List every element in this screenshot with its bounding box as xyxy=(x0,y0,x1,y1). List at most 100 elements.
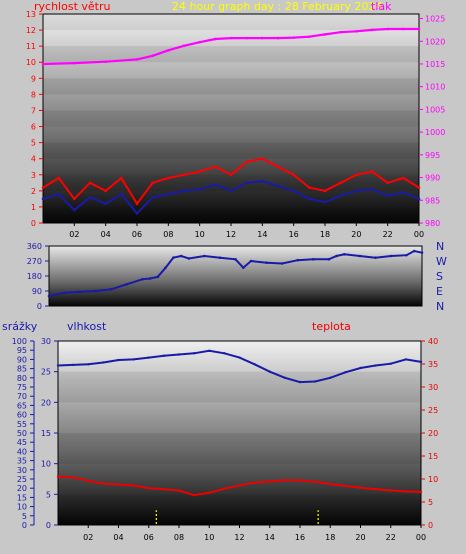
data-point-direction xyxy=(420,251,424,254)
grid-band xyxy=(43,142,419,159)
data-point-teplota xyxy=(238,484,241,487)
tick-label: 1010 xyxy=(425,83,445,92)
tick-label: 1025 xyxy=(425,15,445,24)
data-point-wind xyxy=(229,189,233,193)
temp-humidity-series xyxy=(56,349,423,524)
data-point-vlhkost xyxy=(132,358,135,361)
tick-label: 30 xyxy=(17,466,27,475)
data-point-wind xyxy=(120,192,123,196)
data-point-teplota xyxy=(329,482,332,486)
tick-label: 04 xyxy=(113,533,123,542)
data-point-direction xyxy=(389,254,393,258)
data-point-teplota xyxy=(56,475,60,478)
data-point-teplota xyxy=(177,489,181,492)
data-point-tlak xyxy=(386,27,389,31)
data-point-wind xyxy=(135,212,139,215)
data-point-direction xyxy=(412,249,416,253)
tick-label: 40 xyxy=(17,447,27,456)
data-point-vlhkost xyxy=(238,356,241,359)
tick-label: 30 xyxy=(428,383,438,392)
wind-direction-plot-area xyxy=(48,245,423,307)
data-point-direction xyxy=(179,254,183,258)
wind-direction-series xyxy=(47,249,424,298)
data-point-direction xyxy=(327,258,331,261)
data-point-direction xyxy=(125,283,129,286)
data-point-teplota xyxy=(87,479,90,483)
data-point-wind xyxy=(323,200,327,204)
data-point-direction xyxy=(148,277,152,280)
tick-label: 00 xyxy=(414,230,424,239)
data-point-wind xyxy=(370,187,374,191)
data-point-gust xyxy=(151,181,154,185)
data-point-tlak xyxy=(41,62,45,66)
data-point-vlhkost xyxy=(329,376,332,379)
grid-band xyxy=(58,494,421,525)
precipitation-axis-label: srážky xyxy=(2,320,38,333)
data-point-direction xyxy=(78,290,82,294)
data-point-tlak xyxy=(151,54,154,58)
data-point-gust xyxy=(417,186,421,189)
tick-label: 5 xyxy=(22,512,27,521)
data-point-direction xyxy=(335,254,338,258)
data-point-wind xyxy=(261,179,264,183)
tick-label: 1015 xyxy=(425,60,445,69)
data-point-gust xyxy=(57,176,60,180)
data-point-teplota xyxy=(359,486,362,489)
data-point-wind xyxy=(417,197,421,201)
tick-label: 180 xyxy=(27,272,42,281)
wind-speed-axis-label: rychlost větru xyxy=(34,0,110,13)
tick-label: 15 xyxy=(428,452,438,461)
data-point-tlak xyxy=(292,36,295,39)
compass-label: S xyxy=(436,270,443,283)
tick-label: 20 xyxy=(355,533,365,542)
data-point-vlhkost xyxy=(419,360,423,364)
tick-label: 25 xyxy=(41,368,51,377)
tick-label: 1 xyxy=(31,203,36,212)
data-point-tlak xyxy=(323,33,327,36)
data-point-gust xyxy=(120,176,123,180)
tick-label: 7 xyxy=(31,106,36,115)
tick-label: 35 xyxy=(17,457,27,466)
tick-label: 08 xyxy=(174,533,184,542)
data-point-direction xyxy=(342,253,346,256)
tick-label: 00 xyxy=(416,533,426,542)
data-point-teplota xyxy=(298,479,302,482)
tick-label: 90 xyxy=(17,355,27,364)
data-point-gust xyxy=(355,173,358,177)
data-point-teplota xyxy=(283,479,287,482)
data-point-tlak xyxy=(73,61,76,65)
grid-band xyxy=(43,174,419,191)
wind-pressure-plot-area xyxy=(42,13,420,224)
tick-label: 06 xyxy=(132,230,142,239)
tick-label: 14 xyxy=(257,230,267,239)
tick-label: 25 xyxy=(17,475,27,484)
tick-label: 02 xyxy=(83,533,93,542)
tick-label: 6 xyxy=(31,123,36,132)
tick-label: 65 xyxy=(17,401,27,410)
tick-label: 9 xyxy=(31,74,36,83)
data-point-gust xyxy=(167,176,170,180)
data-point-wind xyxy=(73,208,76,212)
data-point-gust xyxy=(386,181,389,185)
tick-label: 12 xyxy=(26,26,36,35)
tick-label: 35 xyxy=(428,360,438,369)
data-point-wind xyxy=(339,194,342,197)
tick-label: 04 xyxy=(101,230,111,239)
grid-band xyxy=(43,206,419,223)
data-point-gust xyxy=(135,202,139,206)
tick-label: 3 xyxy=(31,171,36,180)
data-point-wind xyxy=(182,189,186,193)
data-point-teplota xyxy=(389,489,392,492)
data-point-gust xyxy=(229,173,233,177)
tick-label: 0 xyxy=(46,521,51,530)
tick-label: 11 xyxy=(26,42,36,51)
data-point-teplota xyxy=(162,487,166,491)
data-point-wind xyxy=(386,194,389,197)
data-point-tlak xyxy=(182,44,186,48)
temperature-axis: 0 5 10 15 20 25 30 35 40 xyxy=(421,337,438,530)
data-point-teplota xyxy=(374,487,377,491)
data-point-vlhkost xyxy=(87,363,90,366)
data-point-vlhkost xyxy=(162,354,166,357)
